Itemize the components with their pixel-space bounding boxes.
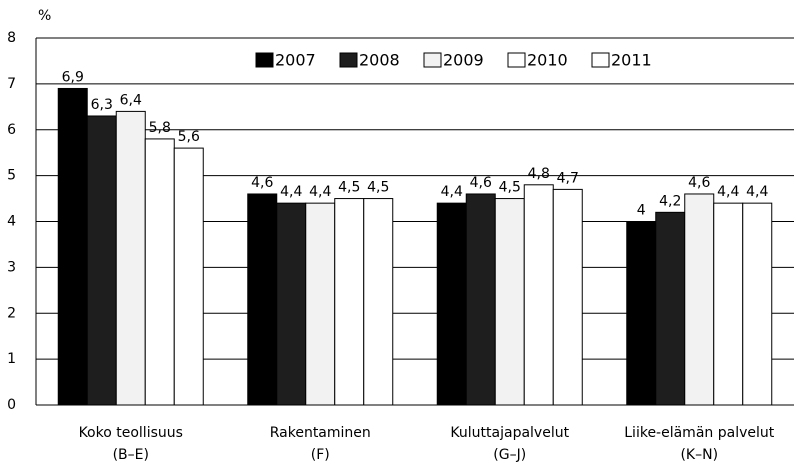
bar	[552, 188, 583, 406]
data-label: 4	[637, 203, 646, 219]
data-label: 4,2	[659, 193, 681, 209]
data-label: 4,4	[280, 184, 302, 200]
legend-swatch	[591, 52, 610, 68]
x-tick-label: (K–N)	[680, 447, 718, 463]
bar	[363, 198, 394, 406]
legend-label: 2007	[275, 51, 316, 70]
data-label: 4,4	[309, 184, 331, 200]
y-tick-label: 2	[7, 305, 16, 321]
legend-swatch	[507, 52, 526, 68]
legend-swatch	[255, 52, 274, 68]
bar	[305, 202, 336, 406]
bar	[276, 202, 307, 406]
bar	[115, 110, 146, 406]
x-tick-label: Rakentaminen	[270, 425, 371, 441]
data-label: 4,6	[251, 175, 273, 191]
y-tick-label: 4	[7, 214, 16, 230]
bar	[713, 202, 744, 406]
y-tick-label: 8	[7, 30, 16, 46]
bar	[655, 211, 686, 406]
y-tick-label: 0	[7, 397, 16, 413]
legend-swatch	[423, 52, 442, 68]
y-tick-label: 7	[7, 76, 16, 92]
x-tick-label: Kuluttajapalvelut	[450, 425, 569, 441]
bar	[494, 198, 525, 406]
bar	[684, 193, 715, 406]
legend-label: 2009	[443, 51, 484, 70]
bar	[436, 202, 467, 406]
x-tick-label: (B–E)	[113, 447, 149, 463]
data-label: 4,5	[338, 180, 360, 196]
data-label: 5,6	[178, 129, 200, 145]
data-label: 6,4	[120, 92, 142, 108]
y-tick-label: 3	[7, 259, 16, 275]
bar	[144, 138, 175, 406]
data-label: 4,8	[528, 166, 550, 182]
x-tick-label: Koko teollisuus	[79, 425, 183, 441]
data-label: 4,4	[441, 184, 463, 200]
y-tick-label: 5	[7, 168, 16, 184]
bar	[86, 115, 117, 406]
x-tick-label: (G–J)	[493, 447, 526, 463]
x-tick-label: (F)	[311, 447, 330, 463]
bar	[465, 193, 496, 406]
data-label: 4,5	[499, 180, 521, 196]
bar	[626, 221, 657, 406]
data-label: 4,6	[688, 175, 710, 191]
data-label: 5,8	[149, 120, 171, 136]
y-axis-label: %	[38, 8, 51, 24]
y-tick-label: 6	[7, 122, 16, 138]
legend-swatch	[339, 52, 358, 68]
bar	[173, 147, 204, 406]
data-label: 6,9	[62, 69, 84, 85]
x-tick-label: Liike-elämän palvelut	[624, 425, 774, 441]
data-label: 4,6	[470, 175, 492, 191]
bar	[523, 184, 554, 406]
data-label: 4,7	[557, 170, 579, 186]
legend-label: 2011	[611, 51, 652, 70]
legend-label: 2010	[527, 51, 568, 70]
bar	[57, 87, 88, 406]
data-label: 4,5	[367, 180, 389, 196]
data-label: 6,3	[91, 97, 113, 113]
data-label: 4,4	[717, 184, 739, 200]
data-label: 4,4	[746, 184, 768, 200]
legend-label: 2008	[359, 51, 400, 70]
bar	[742, 202, 773, 406]
bar	[334, 198, 365, 406]
bar	[247, 193, 278, 406]
y-tick-label: 1	[7, 351, 16, 367]
